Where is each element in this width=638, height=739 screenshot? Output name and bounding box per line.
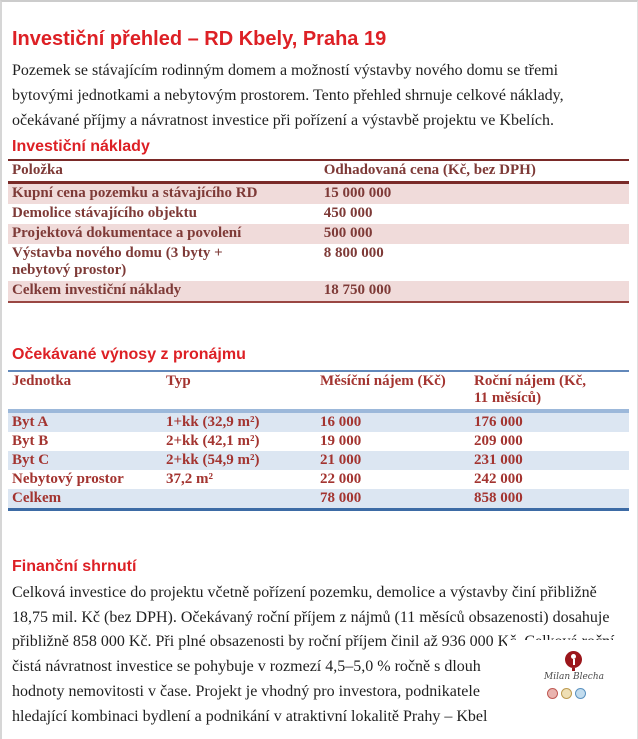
- table-cell: 2+kk (54,9 m²): [162, 451, 316, 470]
- income-table-header-row: Jednotka Typ Měsíční nájem (Kč) Roční ná…: [8, 371, 629, 413]
- summary-line: Celková investice do projektu včetně poř…: [12, 584, 597, 601]
- table-row-total: Celkem 78 000 858 000: [8, 489, 629, 510]
- table-cell: 18 750 000: [319, 281, 629, 302]
- summary-paragraph: Celková investice do projektu včetně poř…: [12, 581, 637, 729]
- summary-line: hledající kombinaci bydlení a podnikání …: [12, 707, 488, 725]
- table-row: Byt B 2+kk (42,1 m²) 19 000 209 000: [8, 432, 629, 451]
- table-row: Byt C 2+kk (54,9 m²) 21 000 231 000: [8, 451, 629, 470]
- column-header: Položka: [8, 160, 320, 184]
- table-cell: Kupní cena pozemku a stávajícího RD: [8, 182, 320, 204]
- table-row-total: Celkem investiční náklady 18 750 000: [8, 281, 629, 302]
- table-cell: 1+kk (32,9 m²): [162, 411, 316, 432]
- signature-stamp: Milan Blecha: [507, 640, 637, 739]
- table-cell: Celkem: [8, 489, 162, 510]
- dot-icon: [547, 688, 558, 699]
- intro-paragraph: Pozemek se stávajícím rodinným domem a m…: [12, 58, 637, 133]
- intro-line: bytovými jednotkami a nebytovým prostore…: [12, 87, 564, 104]
- table-cell: Byt A: [8, 411, 162, 432]
- summary-line: čistá návratnost investice se pohybuje v…: [12, 658, 481, 676]
- costs-table: Položka Odhadovaná cena (Kč, bez DPH) Ku…: [8, 159, 629, 303]
- table-row: Nebytový prostor 37,2 m² 22 000 242 000: [8, 470, 629, 489]
- table-cell: 19 000: [320, 433, 362, 449]
- table-cell: 16 000: [316, 411, 470, 432]
- income-table: Jednotka Typ Měsíční nájem (Kč) Roční ná…: [8, 370, 629, 511]
- intro-line: Pozemek se stávajícím rodinným domem a m…: [12, 62, 559, 79]
- column-header: Roční nájem (Kč, 11 měsíců): [470, 371, 629, 413]
- pin-icon-tail: [572, 668, 575, 671]
- dot-icon: [561, 688, 572, 699]
- section-heading-income: Očekávané výnosy z pronájmu: [12, 346, 246, 363]
- table-row: Demolice stávajícího objektu 450 000: [8, 204, 629, 224]
- table-cell: Nebytový prostor: [12, 471, 124, 487]
- stamp-signature-name: Milan Blecha: [543, 672, 605, 682]
- table-cell: Byt C: [8, 451, 162, 470]
- pin-icon-stem: [572, 659, 575, 665]
- table-cell: Byt B: [12, 433, 49, 449]
- table-cell: 500 000: [319, 224, 629, 244]
- table-cell: 15 000 000: [319, 182, 629, 204]
- table-cell: 209 000: [474, 433, 523, 449]
- table-row: Byt A 1+kk (32,9 m²) 16 000 176 000: [8, 411, 629, 432]
- table-cell: 37,2 m²: [166, 471, 213, 487]
- page-title: Investiční přehled – RD Kbely, Praha 19: [12, 28, 387, 50]
- section-heading-costs: Investiční náklady: [12, 138, 150, 155]
- table-cell: 8 800 000: [323, 245, 384, 261]
- table-cell: 78 000: [316, 489, 470, 510]
- dot-icon: [575, 688, 586, 699]
- table-row: Kupní cena pozemku a stávajícího RD 15 0…: [8, 182, 629, 204]
- column-header: Odhadovaná cena (Kč, bez DPH): [319, 160, 629, 184]
- summary-line: hodnoty nemovitosti v čase. Projekt je v…: [12, 682, 480, 700]
- table-cell: 231 000: [470, 451, 629, 470]
- pin-icon-bulb: [571, 654, 576, 659]
- table-cell: Celkem investiční náklady: [8, 281, 320, 302]
- table-cell: Projektová dokumentace a povolení: [8, 224, 320, 244]
- table-row: Projektová dokumentace a povolení 500 00…: [8, 224, 629, 244]
- table-cell: 21 000: [316, 451, 470, 470]
- table-cell: Demolice stávajícího objektu: [12, 205, 197, 221]
- table-cell: 176 000: [470, 411, 629, 432]
- pin-icon: [565, 651, 582, 671]
- table-cell: 858 000: [470, 489, 629, 510]
- table-cell: Výstavba nového domu (3 byty + nebytový …: [12, 245, 223, 278]
- table-cell: 2+kk (42,1 m²): [166, 433, 260, 449]
- costs-table-header-row: Položka Odhadovaná cena (Kč, bez DPH): [8, 160, 629, 184]
- table-cell: 242 000: [474, 471, 523, 487]
- table-cell: [162, 489, 316, 510]
- summary-line: 18,75 mil. Kč (bez DPH). Očekávaný roční…: [12, 608, 610, 626]
- table-cell: 22 000: [320, 471, 362, 487]
- column-header: Jednotka: [8, 371, 162, 413]
- table-cell: 450 000: [323, 205, 373, 221]
- column-header: Typ: [162, 371, 316, 413]
- intro-line: očekávané příjmy a návratnost investice …: [12, 112, 555, 129]
- summary-line: přibližně 858 000 Kč. Při plné obsazenos…: [12, 633, 615, 651]
- table-row: Výstavba nového domu (3 byty + nebytový …: [8, 244, 629, 281]
- stamp-dots: [547, 686, 589, 704]
- section-heading-summary: Finanční shrnutí: [12, 558, 137, 575]
- column-header: Měsíční nájem (Kč): [316, 371, 470, 413]
